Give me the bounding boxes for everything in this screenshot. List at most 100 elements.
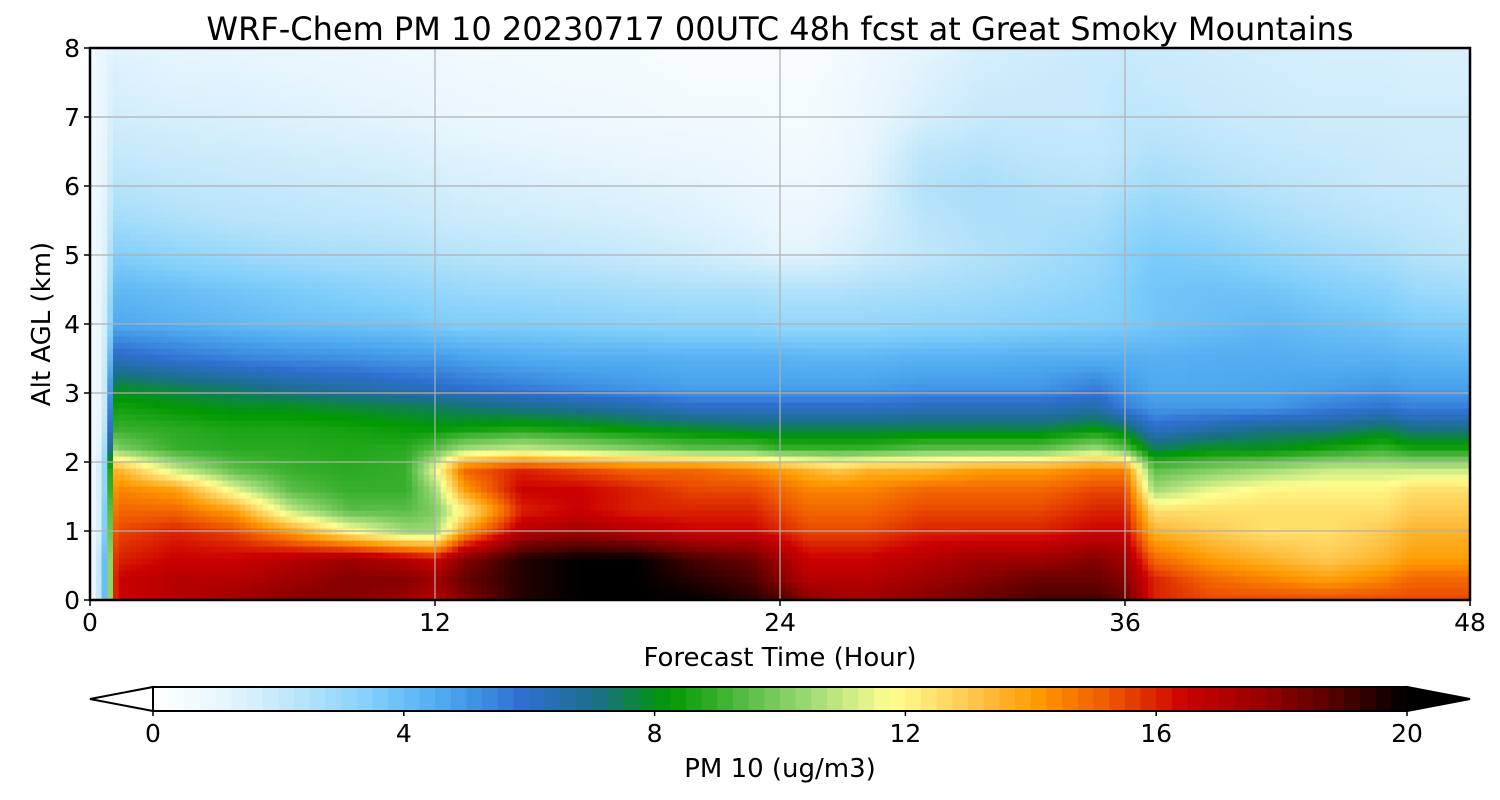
heatmap-cell — [1424, 498, 1430, 505]
heatmap-cell — [855, 540, 861, 547]
heatmap-cell — [521, 570, 527, 577]
heatmap-cell — [360, 576, 366, 583]
heatmap-cell — [303, 576, 309, 583]
heatmap-cell — [941, 558, 947, 565]
heatmap-cell — [481, 492, 487, 499]
heatmap-cell — [803, 570, 809, 577]
heatmap-cell — [1361, 540, 1367, 547]
heatmap-cell — [291, 582, 297, 589]
heatmap-cell — [251, 576, 257, 583]
heatmap-cell — [924, 522, 930, 529]
heatmap-cell — [1079, 564, 1085, 571]
heatmap-cell — [1390, 552, 1396, 559]
heatmap-cell — [1418, 510, 1424, 517]
heatmap-cell — [366, 570, 372, 577]
heatmap-cell — [1315, 546, 1321, 553]
heatmap-cell — [1234, 534, 1240, 541]
heatmap-cell — [953, 474, 959, 481]
heatmap-cell — [286, 582, 292, 589]
heatmap-cell — [539, 546, 545, 553]
heatmap-cell — [309, 582, 315, 589]
heatmap-cell — [585, 516, 591, 523]
heatmap-cell — [613, 516, 619, 523]
heatmap-cell — [1298, 492, 1304, 499]
heatmap-cell — [1303, 558, 1309, 565]
heatmap-cell — [107, 486, 113, 493]
heatmap-cell — [1441, 516, 1447, 523]
heatmap-cell — [539, 540, 545, 547]
heatmap-cell — [1453, 498, 1459, 505]
heatmap-cell — [861, 558, 867, 565]
heatmap-cell — [1004, 486, 1010, 493]
heatmap-cell — [1430, 564, 1436, 571]
heatmap-cell — [1045, 546, 1051, 553]
heatmap-cell — [631, 492, 637, 499]
heatmap-cell — [1102, 582, 1108, 589]
heatmap-cell — [366, 492, 372, 499]
heatmap-cell — [464, 552, 470, 559]
heatmap-cell — [199, 582, 205, 589]
heatmap-cell — [585, 492, 591, 499]
heatmap-cell — [567, 474, 573, 481]
heatmap-cell — [96, 552, 102, 559]
heatmap-cell — [378, 516, 384, 523]
heatmap-cell — [763, 498, 769, 505]
heatmap-cell — [234, 588, 240, 595]
heatmap-cell — [521, 558, 527, 565]
heatmap-cell — [1441, 504, 1447, 511]
heatmap-cell — [596, 570, 602, 577]
heatmap-cell — [1160, 576, 1166, 583]
heatmap-cell — [1234, 540, 1240, 547]
heatmap-cell — [912, 522, 918, 529]
heatmap-cell — [533, 534, 539, 541]
heatmap-cell — [993, 552, 999, 559]
heatmap-cell — [964, 474, 970, 481]
heatmap-cell — [562, 582, 568, 589]
heatmap-cell — [872, 474, 878, 481]
heatmap-cell — [412, 558, 418, 565]
heatmap-cell — [452, 510, 458, 517]
heatmap-cell — [194, 492, 200, 499]
heatmap-cell — [930, 510, 936, 517]
heatmap-cell — [665, 576, 671, 583]
heatmap-cell — [1424, 576, 1430, 583]
heatmap-cell — [861, 582, 867, 589]
heatmap-cell — [383, 576, 389, 583]
heatmap-cell — [682, 582, 688, 589]
heatmap-cell — [1062, 570, 1068, 577]
heatmap-cell — [1384, 504, 1390, 511]
heatmap-cell — [1096, 510, 1102, 517]
heatmap-cell — [1338, 498, 1344, 505]
heatmap-cell — [286, 576, 292, 583]
heatmap-cell — [723, 540, 729, 547]
heatmap-cell — [228, 510, 234, 517]
heatmap-cell — [1246, 510, 1252, 517]
heatmap-cell — [1367, 564, 1373, 571]
heatmap-cell — [1096, 588, 1102, 595]
heatmap-cell — [107, 576, 113, 583]
heatmap-cell — [648, 504, 654, 511]
heatmap-cell — [1263, 510, 1269, 517]
heatmap-cell — [1395, 480, 1401, 487]
heatmap-cell — [826, 546, 832, 553]
heatmap-cell — [504, 576, 510, 583]
heatmap-cell — [1418, 552, 1424, 559]
heatmap-cell — [1292, 564, 1298, 571]
heatmap-cell — [648, 588, 654, 595]
heatmap-cell — [119, 504, 125, 511]
heatmap-cell — [337, 546, 343, 553]
heatmap-cell — [1217, 558, 1223, 565]
heatmap-cell — [337, 582, 343, 589]
heatmap-cell — [1102, 558, 1108, 565]
heatmap-cell — [240, 474, 246, 481]
heatmap-cell — [510, 474, 516, 481]
heatmap-cell — [1395, 558, 1401, 565]
heatmap-cell — [826, 504, 832, 511]
heatmap-cell — [182, 546, 188, 553]
heatmap-cell — [424, 480, 430, 487]
heatmap-cell — [326, 552, 332, 559]
heatmap-cell — [1280, 480, 1286, 487]
heatmap-cell — [309, 486, 315, 493]
heatmap-cell — [838, 516, 844, 523]
heatmap-cell — [970, 474, 976, 481]
